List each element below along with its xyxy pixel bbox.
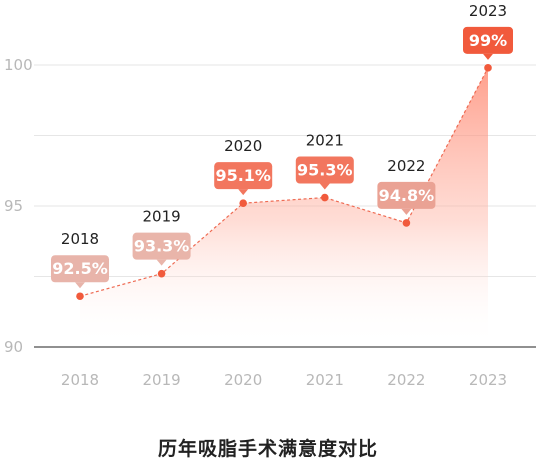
- label-layer: 92.5% 2018 93.3% 2019 95.1% 2020 95.3% 2021 94.8…: [51, 2, 513, 289]
- data-label-box: [295, 156, 354, 184]
- y-tick-label: 95: [4, 197, 23, 215]
- data-label-callout: 99% 2023: [463, 2, 513, 60]
- data-label-value: 95.3%: [297, 161, 353, 180]
- data-label-box: [132, 232, 191, 260]
- data-point: [402, 219, 411, 227]
- data-label-pointer: [401, 208, 412, 215]
- data-label-pointer: [156, 259, 167, 266]
- data-label-value: 92.5%: [52, 259, 108, 278]
- data-label-value: 94.8%: [379, 186, 435, 205]
- y-tick-label: 100: [4, 56, 33, 74]
- data-label-callout: 95.1% 2020: [214, 137, 273, 196]
- series-line: [79, 67, 489, 297]
- data-label-pointer: [75, 282, 85, 289]
- data-label-value: 93.3%: [134, 237, 190, 256]
- data-point: [239, 199, 247, 207]
- x-tick-label: 2022: [387, 371, 425, 389]
- data-label-pointer: [483, 53, 493, 60]
- x-tick-label: 2020: [224, 371, 262, 389]
- data-point: [321, 193, 329, 202]
- data-label-callout: 94.8% 2022: [377, 157, 436, 215]
- data-label-pointer: [238, 189, 249, 196]
- data-label-year: 2023: [469, 2, 507, 20]
- x-tick-label: 2019: [143, 371, 181, 389]
- data-label-box: [214, 162, 273, 190]
- data-point: [157, 269, 166, 278]
- data-label-value: 95.1%: [215, 166, 271, 185]
- data-label-year: 2018: [61, 230, 99, 248]
- data-point: [484, 64, 492, 72]
- x-tick-label: 2021: [306, 371, 344, 389]
- data-point: [76, 292, 84, 301]
- data-label-box: [463, 26, 513, 54]
- chart-title: 历年吸脂手术满意度对比: [157, 438, 378, 460]
- y-tick-label: 90: [4, 338, 23, 356]
- data-label-callout: 93.3% 2019: [132, 208, 191, 266]
- area-layer: [80, 67, 488, 347]
- series-area: [80, 67, 488, 347]
- data-label-callout: 92.5% 2018: [51, 230, 109, 289]
- data-label-value: 99%: [469, 31, 507, 50]
- data-label-box: [51, 255, 109, 283]
- data-label-callout: 95.3% 2021: [295, 132, 354, 190]
- x-tick-label: 2023: [469, 371, 507, 389]
- data-label-pointer: [319, 183, 330, 190]
- data-label-box: [377, 181, 436, 209]
- x-tick-label: 2018: [61, 371, 99, 389]
- line-layer: [76, 64, 492, 301]
- data-label-year: 2019: [143, 208, 181, 226]
- y-tick-layer: 90 95 100: [4, 56, 33, 356]
- data-label-year: 2022: [387, 157, 425, 175]
- data-label-year: 2021: [306, 132, 344, 150]
- x-tick-layer: 2018 2019 2020 2021 2022 2023: [61, 371, 507, 389]
- data-label-year: 2020: [224, 137, 262, 155]
